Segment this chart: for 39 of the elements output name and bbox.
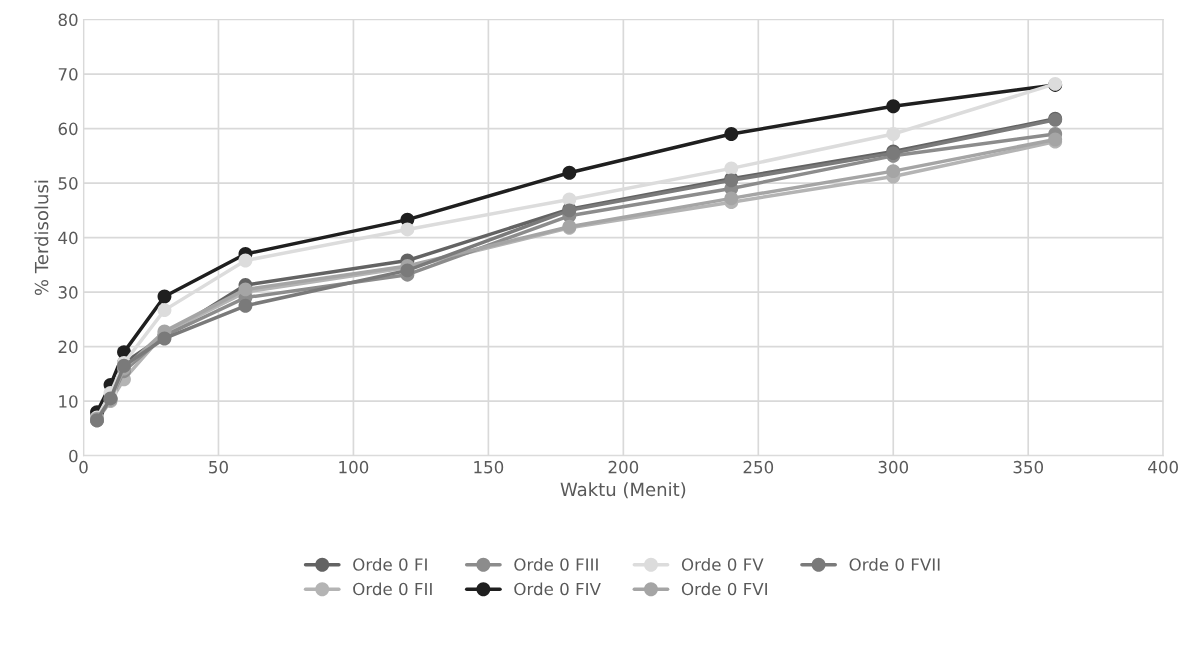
point bbox=[886, 127, 901, 141]
y-tick-label: 60 bbox=[58, 122, 78, 136]
y-tick-label: 20 bbox=[58, 340, 78, 354]
y-tick-label: 10 bbox=[59, 395, 78, 408]
y-axis-title: % Terdisolusi bbox=[34, 180, 49, 296]
point bbox=[157, 289, 172, 304]
point bbox=[724, 191, 739, 206]
legend-label: Orde 0 FVI bbox=[681, 582, 767, 596]
x-tick-label: 350 bbox=[1013, 460, 1044, 474]
point bbox=[400, 222, 415, 237]
y-tick-label: 30 bbox=[58, 286, 78, 299]
point bbox=[157, 303, 172, 318]
point bbox=[562, 165, 577, 180]
point bbox=[238, 253, 253, 268]
point bbox=[238, 298, 253, 313]
x-tick-label: 150 bbox=[474, 460, 504, 474]
x-tick-label: 200 bbox=[608, 460, 639, 474]
point bbox=[724, 161, 739, 176]
y-tick-label: 40 bbox=[58, 231, 78, 245]
x-tick-label: 100 bbox=[339, 460, 369, 474]
legend-label: Orde 0 FIII bbox=[514, 557, 598, 571]
legend-label: Orde 0 FVII bbox=[849, 557, 940, 571]
legend-label: Orde 0 FII bbox=[353, 582, 432, 596]
legend-label: Orde 0 FV bbox=[681, 557, 764, 571]
legend-label: Orde 0 FIV bbox=[514, 582, 601, 596]
legend-label: Orde 0 FI bbox=[353, 557, 427, 571]
x-tick-label: 250 bbox=[743, 460, 774, 474]
y-tick-label: 0 bbox=[69, 449, 78, 463]
point bbox=[724, 127, 739, 141]
point bbox=[886, 164, 901, 179]
x-tick-label: 300 bbox=[878, 460, 909, 474]
point bbox=[886, 99, 901, 114]
x-tick-label: 400 bbox=[1148, 460, 1178, 474]
y-tick-label: 80 bbox=[58, 13, 78, 27]
y-tick-label: 50 bbox=[58, 177, 78, 190]
x-axis-title: Waktu (Menit) bbox=[560, 482, 686, 499]
x-tick-label: 0 bbox=[79, 460, 88, 474]
y-tick-label: 70 bbox=[58, 68, 78, 81]
x-tick-label: 50 bbox=[209, 460, 228, 474]
